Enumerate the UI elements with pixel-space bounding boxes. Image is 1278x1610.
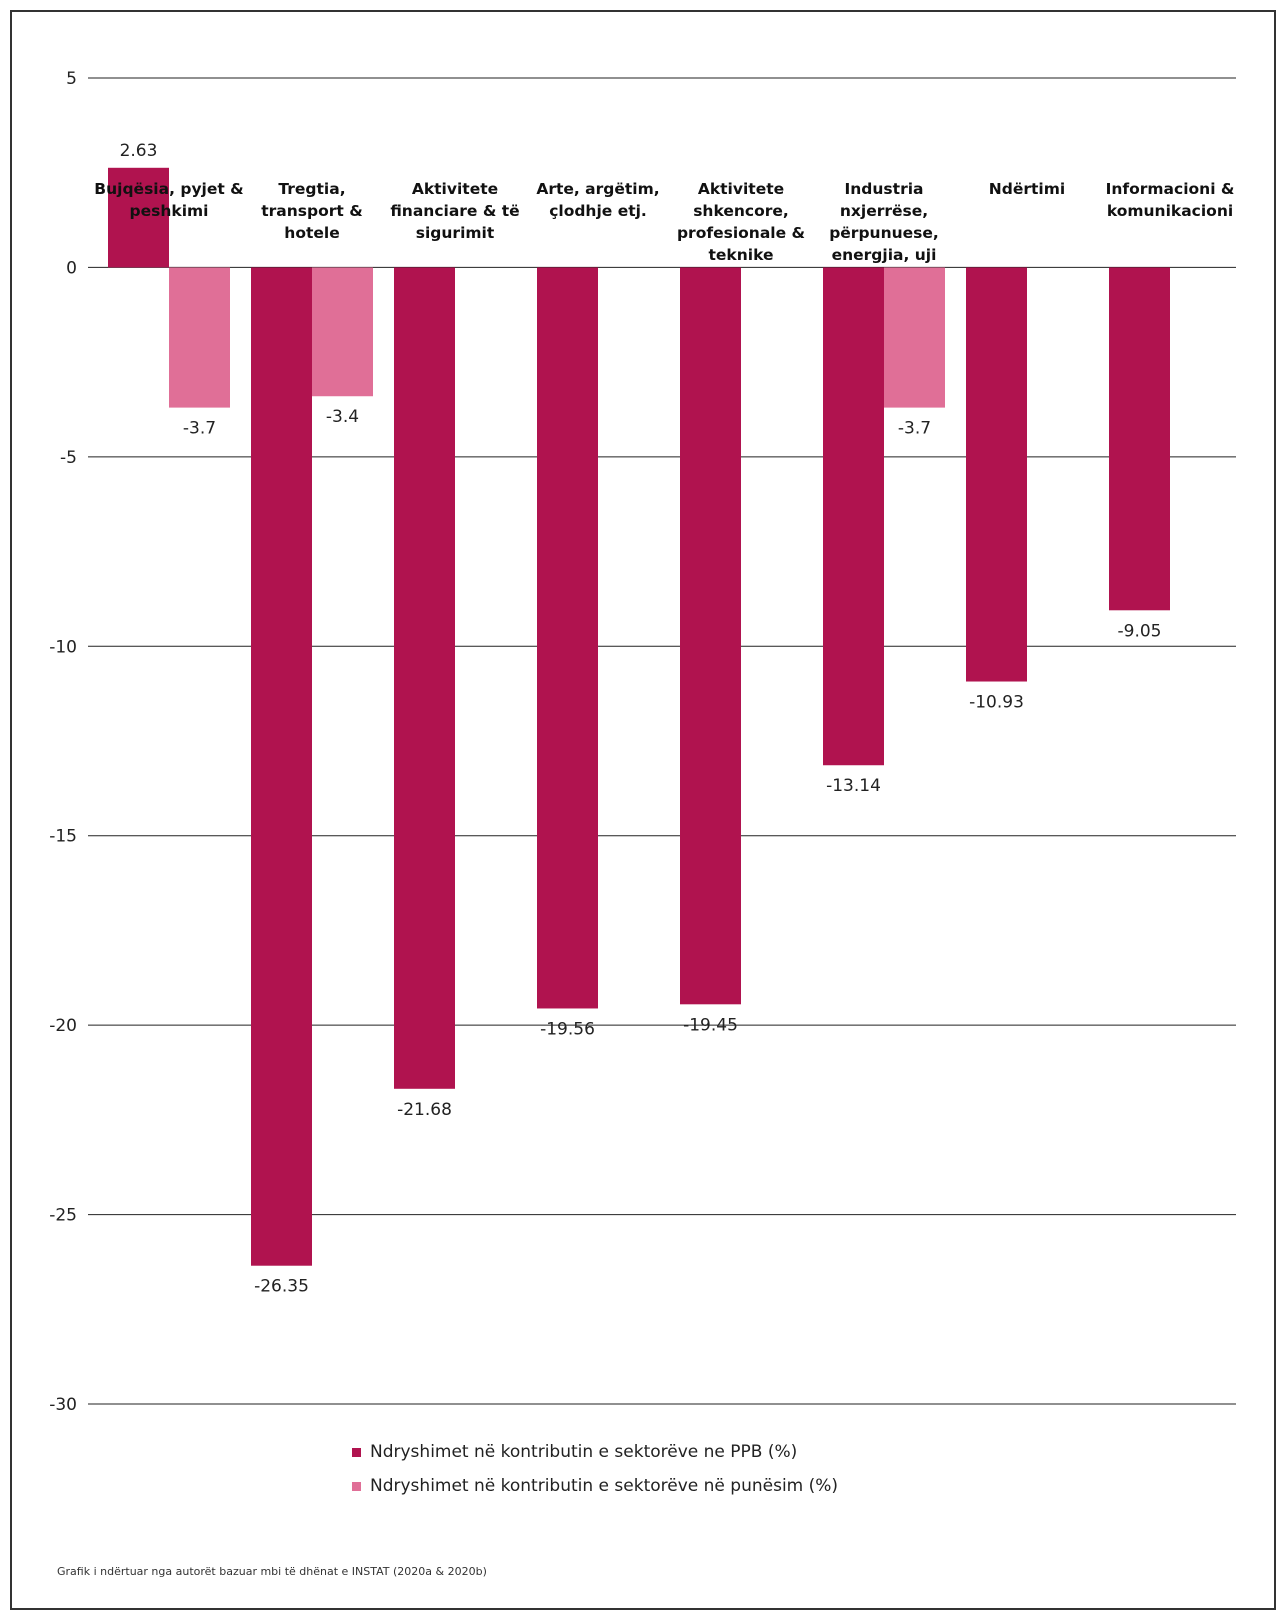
data-label: -19.56 xyxy=(540,1019,595,1039)
category-label: teknike xyxy=(709,246,774,264)
legend-label-employment: Ndryshimet në kontributin e sektorëve në… xyxy=(370,1476,839,1496)
data-label: -3.4 xyxy=(326,407,359,427)
data-label: -26.35 xyxy=(254,1277,309,1297)
category-label: energjia, uji xyxy=(832,246,937,264)
category-label: hotele xyxy=(284,224,339,242)
source-note: Grafik i ndërtuar nga autorët bazuar mbi… xyxy=(57,1565,487,1578)
data-label: -3.7 xyxy=(898,419,931,439)
data-label: 2.63 xyxy=(120,141,158,161)
bar xyxy=(312,267,373,397)
legend-item-gdp: Ndryshimet në kontributin e sektorëve ne… xyxy=(352,1440,838,1464)
y-tick-label: -5 xyxy=(60,448,77,468)
category-label: transport & xyxy=(261,202,362,220)
legend-item-employment: Ndryshimet në kontributin e sektorëve në… xyxy=(352,1474,838,1498)
data-label: -21.68 xyxy=(397,1100,452,1120)
category-label: Aktivitete xyxy=(412,180,498,198)
category-label: çlodhje etj. xyxy=(549,202,647,220)
y-tick-label: -20 xyxy=(49,1016,77,1036)
category-label: sigurimit xyxy=(416,224,495,242)
bar xyxy=(537,267,598,1009)
category-label: profesionale & xyxy=(677,224,805,242)
data-label: -13.14 xyxy=(826,776,881,796)
data-label: -19.45 xyxy=(683,1015,738,1035)
data-label: -9.05 xyxy=(1118,621,1162,641)
bar xyxy=(394,267,455,1089)
category-label: Aktivitete xyxy=(698,180,784,198)
bar xyxy=(108,167,169,268)
legend-label-gdp: Ndryshimet në kontributin e sektorëve ne… xyxy=(370,1442,798,1462)
category-label: Arte, argëtim, xyxy=(536,180,659,198)
category-label: peshkimi xyxy=(130,202,209,220)
y-tick-label: -30 xyxy=(49,1395,77,1415)
chart-legend: Ndryshimet në kontributin e sektorëve ne… xyxy=(352,1440,838,1508)
y-tick-label: 5 xyxy=(66,69,77,89)
y-tick-label: -10 xyxy=(49,637,77,657)
y-tick-label: -15 xyxy=(49,827,77,847)
category-label: Tregtia, xyxy=(278,180,345,198)
category-label: përpunuese, xyxy=(829,224,939,242)
bar xyxy=(251,267,312,1266)
bar xyxy=(884,267,945,408)
y-tick-label: 0 xyxy=(66,258,77,278)
bar xyxy=(1109,267,1170,611)
bar xyxy=(680,267,741,1005)
category-label: komunikacioni xyxy=(1107,202,1233,220)
bar xyxy=(169,267,230,408)
legend-swatch-gdp xyxy=(352,1447,361,1457)
category-label: Bujqësia, pyjet & xyxy=(94,180,243,198)
category-label: Ndërtimi xyxy=(989,180,1065,198)
category-label: Industria xyxy=(845,180,924,198)
category-label: financiare & të xyxy=(390,202,519,220)
data-label: -10.93 xyxy=(969,693,1024,713)
data-label: -3.7 xyxy=(183,419,216,439)
legend-swatch-employment xyxy=(352,1481,361,1491)
y-tick-label: -25 xyxy=(49,1206,77,1226)
category-label: shkencore, xyxy=(693,202,789,220)
category-label: nxjerrëse, xyxy=(840,202,928,220)
bar xyxy=(966,267,1027,682)
bar xyxy=(823,267,884,766)
category-label: Informacioni & xyxy=(1106,180,1235,198)
